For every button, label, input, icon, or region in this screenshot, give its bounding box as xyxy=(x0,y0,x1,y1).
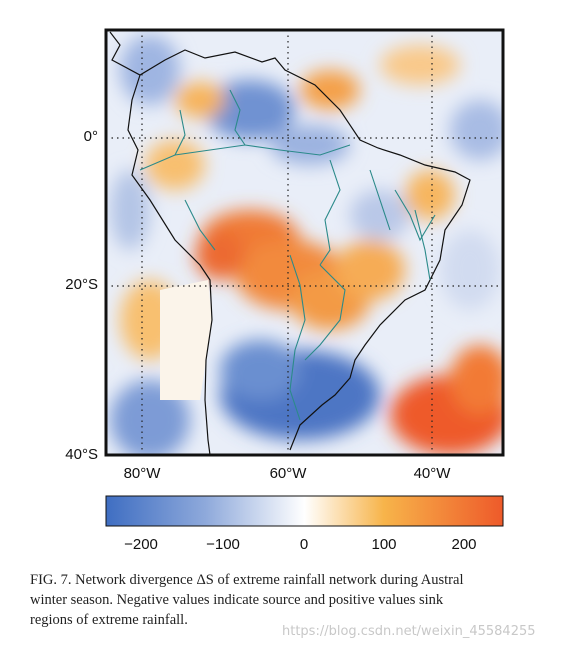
lat-label-0: 0° xyxy=(83,128,98,145)
lat-label-40s: 40°S xyxy=(65,446,98,463)
colorbar-tick-label: 100 xyxy=(371,536,397,553)
colorbar xyxy=(105,495,504,527)
colorbar-tick-label: −100 xyxy=(206,536,240,553)
caption-line-2: winter season. Negative values indicate … xyxy=(30,592,444,608)
coastline xyxy=(109,31,471,455)
colorbar-tick-label: −200 xyxy=(124,536,158,553)
gridlines xyxy=(106,30,503,455)
neutral-region xyxy=(160,280,212,400)
lon-label-80w: 80°W xyxy=(123,465,161,482)
rivers xyxy=(139,89,436,421)
colorbar-tick-label: 200 xyxy=(451,536,477,553)
caption-line-1: FIG. 7. Network divergence ΔS of extreme… xyxy=(30,572,464,588)
map-frame xyxy=(104,28,505,457)
colorbar-tick-label: 0 xyxy=(299,536,309,553)
lon-label-60w: 60°W xyxy=(269,465,307,482)
divergence-map xyxy=(104,28,505,527)
caption-line-3: regions of extreme rainfall. xyxy=(30,612,188,628)
lat-label-20s: 20°S xyxy=(65,276,98,293)
map-field xyxy=(106,30,503,455)
watermark: https://blog.csdn.net/weixin_45584255 xyxy=(282,624,536,639)
figure-caption: FIG. 7. Network divergence ΔS of extreme… xyxy=(30,570,540,630)
lon-label-40w: 40°W xyxy=(413,465,451,482)
